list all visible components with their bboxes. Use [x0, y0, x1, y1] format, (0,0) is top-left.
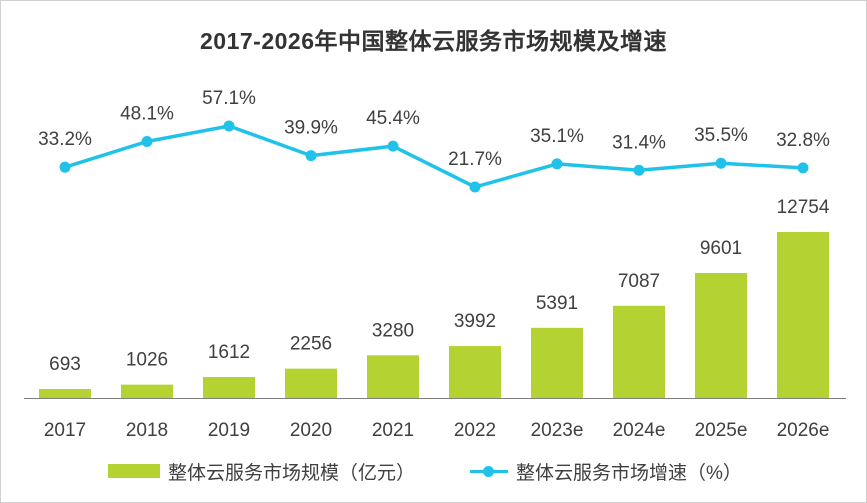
x-tick-2017: 2017	[44, 420, 86, 441]
bar-label-2019: 1612	[208, 342, 250, 363]
bar-2020	[285, 368, 337, 398]
x-tick-2026e: 2026e	[777, 420, 830, 441]
legend-line-swatch	[470, 464, 508, 478]
bar-2026e	[777, 232, 829, 398]
x-tick-labels: 2017 2018 2019 2020 2021 2022 2023e 2024e 2025e 2…	[44, 420, 830, 441]
legend-label-market-size: 整体云服务市场规模（亿元）	[168, 462, 416, 484]
x-tick-2019: 2019	[208, 420, 250, 441]
growth-value-labels: 33.2% 48.1% 57.1% 39.9% 45.4% 21.7% 35.1% 31.4%…	[38, 88, 830, 170]
point-label-2021: 45.4%	[366, 108, 420, 129]
point-label-2024e: 31.4%	[612, 132, 666, 153]
bar-2017	[39, 388, 91, 398]
bar-2024e	[613, 305, 665, 398]
growth-line	[64, 124, 804, 189]
point-label-2018: 48.1%	[120, 104, 174, 125]
point-label-2020: 39.9%	[284, 118, 338, 139]
bar-label-2020: 2256	[290, 334, 332, 355]
point-2021	[387, 140, 399, 152]
bar-2022	[449, 346, 501, 398]
chart-title: 2017-2026年中国整体云服务市场规模及增速	[200, 28, 667, 54]
point-2019	[223, 120, 235, 132]
bar-2023e	[531, 327, 583, 398]
point-2018	[141, 136, 153, 148]
x-tick-2023e: 2023e	[531, 420, 584, 441]
x-tick-2021: 2021	[372, 420, 414, 441]
bar-2019	[203, 377, 255, 398]
point-2023e	[551, 158, 563, 170]
point-2017	[59, 161, 71, 173]
bar-label-2017: 693	[49, 354, 81, 375]
bar-label-2025e: 9601	[700, 238, 742, 259]
bar-label-2018: 1026	[126, 350, 168, 371]
growth-points	[59, 120, 809, 193]
point-2020	[305, 150, 317, 162]
point-2025e	[715, 157, 727, 169]
bar-label-2023e: 5391	[536, 293, 578, 314]
x-tick-2018: 2018	[126, 420, 168, 441]
point-label-2025e: 35.5%	[694, 125, 748, 146]
bar-label-2021: 3280	[372, 320, 414, 341]
legend: 整体云服务市场规模（亿元） 整体云服务市场增速（%）	[0, 456, 867, 486]
point-2024e	[633, 164, 645, 176]
point-label-2019: 57.1%	[202, 88, 256, 109]
point-label-2026e: 32.8%	[776, 130, 830, 151]
x-tick-2025e: 2025e	[695, 420, 748, 441]
legend-bar-swatch	[108, 464, 160, 478]
x-tick-2024e: 2024e	[613, 420, 666, 441]
point-label-2022: 21.7%	[448, 149, 502, 170]
bar-label-2026e: 12754	[777, 197, 830, 218]
point-2022	[469, 181, 481, 193]
legend-item-growth: 整体云服务市场增速（%）	[470, 456, 742, 486]
bar-2025e	[695, 273, 747, 398]
legend-label-growth: 整体云服务市场增速（%）	[516, 462, 742, 484]
x-tick-2020: 2020	[290, 420, 332, 441]
bar-value-labels: 693 1026 1612 2256 3280 3992 5391 7087 9601 12754	[49, 197, 830, 375]
point-label-2023e: 35.1%	[530, 126, 584, 147]
legend-item-market-size: 整体云服务市场规模（亿元）	[108, 456, 415, 486]
bar-label-2022: 3992	[454, 311, 496, 332]
x-tick-2022: 2022	[454, 420, 496, 441]
point-2026e	[797, 162, 809, 174]
bar-2018	[121, 384, 173, 398]
point-label-2017: 33.2%	[38, 129, 92, 150]
bar-series	[39, 232, 829, 398]
bar-label-2024e: 7087	[618, 271, 660, 292]
bar-2021	[367, 355, 419, 398]
